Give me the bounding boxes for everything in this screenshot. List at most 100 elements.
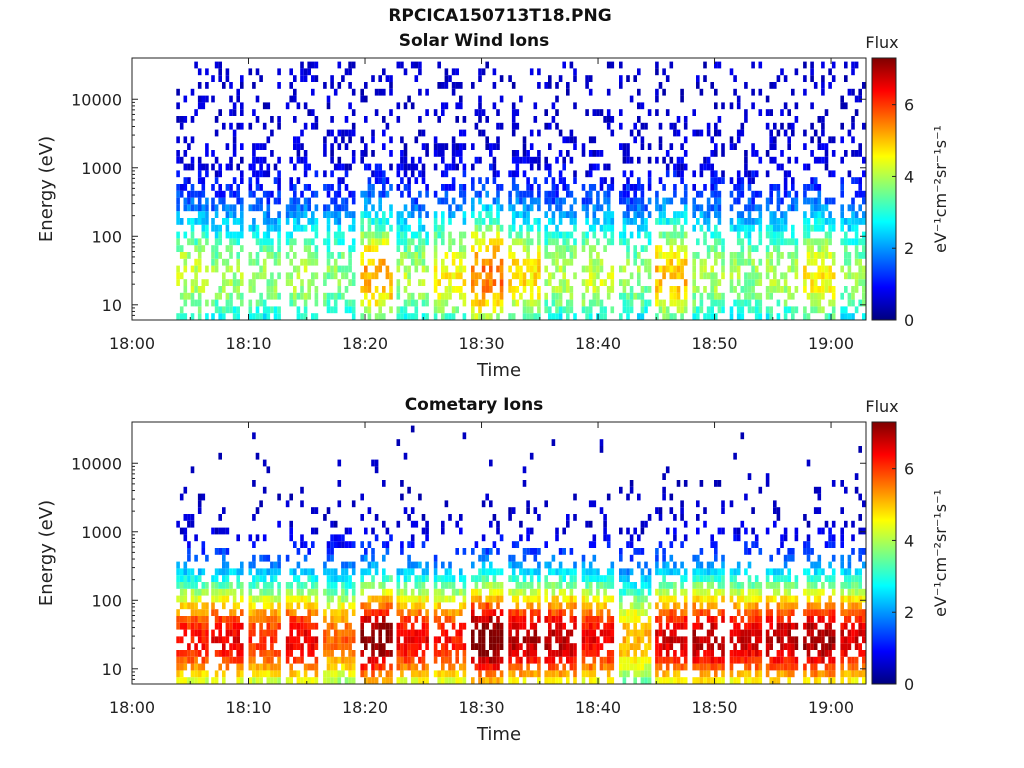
flux-cell [633, 602, 637, 610]
flux-cell [699, 602, 704, 610]
flux-cell [337, 231, 342, 239]
flux-cell [385, 670, 390, 678]
flux-cell [647, 663, 652, 671]
flux-cell [451, 156, 456, 164]
flux-cell [266, 629, 271, 637]
flux-cell [489, 602, 493, 610]
flux-cell [551, 313, 556, 320]
flux-cell [794, 190, 799, 198]
flux-cell [378, 197, 382, 205]
flux-cell [341, 663, 345, 671]
flux-cell [499, 636, 504, 644]
flux-cell [714, 61, 718, 69]
flux-cell [780, 197, 784, 205]
flux-cell [610, 663, 615, 671]
flux-cell [314, 595, 319, 603]
flux-cell [225, 568, 230, 576]
flux-cell [229, 211, 233, 218]
flux-cell [462, 650, 467, 657]
flux-cell [610, 575, 615, 582]
flux-cell [385, 190, 390, 198]
flux-cell [293, 575, 297, 582]
flux-cell [441, 109, 445, 116]
flux-cell [351, 279, 356, 286]
flux-cell [382, 299, 386, 307]
flux-cell [551, 231, 556, 239]
flux-cell [437, 279, 441, 286]
flux-cell [637, 561, 641, 569]
flux-cell [183, 527, 188, 535]
flux-cell [626, 143, 630, 150]
flux-cell [626, 279, 630, 286]
flux-cell [714, 670, 718, 678]
flux-cell [277, 252, 281, 259]
flux-cell [555, 609, 559, 616]
flux-cell [183, 231, 188, 239]
flux-cell [492, 143, 497, 150]
flux-cell [218, 452, 222, 460]
flux-cell [371, 292, 375, 300]
flux-cell [314, 75, 319, 82]
flux-cell [367, 286, 372, 293]
flux-cell [710, 568, 714, 576]
flux-cell [537, 548, 541, 555]
flux-cell [515, 650, 520, 657]
flux-cell [603, 656, 607, 664]
flux-cell [240, 156, 244, 164]
flux-cell [240, 663, 244, 671]
flux-cell [714, 143, 718, 150]
flux-cell [581, 561, 586, 569]
flux-cell [351, 129, 356, 137]
flux-cell [758, 61, 763, 69]
flux-cell [330, 143, 334, 150]
flux-cell [581, 622, 586, 630]
flux-cell [303, 102, 308, 110]
flux-cell [262, 122, 267, 130]
flux-cell [744, 82, 748, 89]
y-axis-label: Energy (eV) [36, 136, 57, 242]
flux-cell [508, 622, 512, 630]
flux-cell [229, 238, 233, 246]
flux-cell [499, 622, 504, 630]
flux-cell [459, 231, 463, 239]
flux-cell [371, 170, 375, 178]
flux-cell [858, 143, 862, 150]
flux-cell [717, 116, 722, 123]
flux-cell [548, 75, 552, 82]
flux-cell [403, 507, 408, 514]
flux-cell [606, 197, 611, 205]
flux-cell [603, 313, 607, 320]
flux-cell [371, 184, 375, 191]
flux-cell [266, 286, 271, 293]
flux-cell [418, 231, 422, 239]
flux-cell [544, 595, 548, 603]
flux-cell [303, 616, 308, 623]
flux-cell [644, 218, 648, 225]
flux-cell [229, 299, 233, 307]
flux-cell [515, 609, 520, 616]
flux-cell [367, 211, 372, 218]
flux-cell [769, 211, 773, 218]
flux-cell [640, 622, 645, 630]
flux-cell [229, 245, 233, 252]
flux-cell [606, 292, 611, 300]
flux-cell [669, 507, 674, 514]
flux-cell [862, 252, 866, 259]
flux-cell [478, 218, 482, 225]
flux-cell [562, 61, 566, 69]
flux-cell [326, 629, 331, 637]
flux-cell [462, 265, 467, 273]
flux-cell [655, 548, 659, 555]
flux-cell [644, 650, 648, 657]
sweep-14 [655, 466, 688, 684]
flux-cell [433, 252, 438, 259]
flux-cell [633, 122, 637, 130]
flux-cell [471, 677, 475, 684]
flux-cell [787, 238, 791, 246]
flux-cell [537, 163, 541, 171]
flux-cell [303, 224, 308, 232]
flux-cell [194, 616, 198, 623]
flux-cell [537, 129, 541, 137]
flux-cell [710, 622, 714, 630]
flux-cell [803, 184, 807, 191]
